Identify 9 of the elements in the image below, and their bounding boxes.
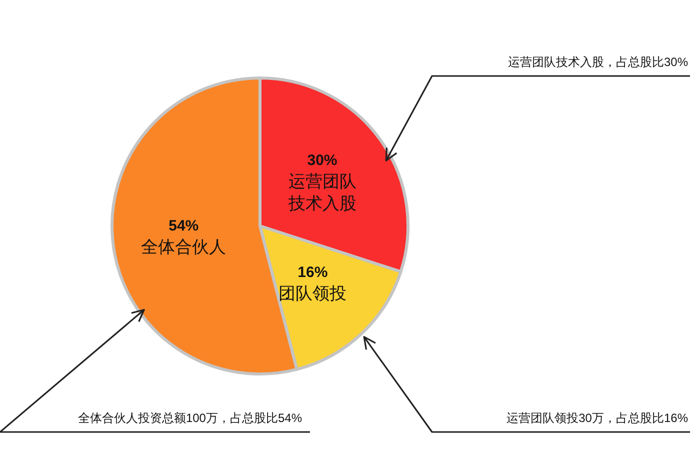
text: 全体合伙人投资总额100万，占总股比54% [78,411,302,425]
data-label: 30% [307,152,338,169]
slice-label: 全体合伙人 [141,238,226,257]
text: 运营团队技术入股，占总股比30% [508,55,688,69]
slice-label: 团队领投 [278,284,347,304]
data-label: 54% [168,218,199,235]
slice-label: 运营团队技术入股 [287,172,356,213]
text: 运营团队领投30万，占总股比16% [506,411,688,425]
data-label: 16% [298,264,328,282]
